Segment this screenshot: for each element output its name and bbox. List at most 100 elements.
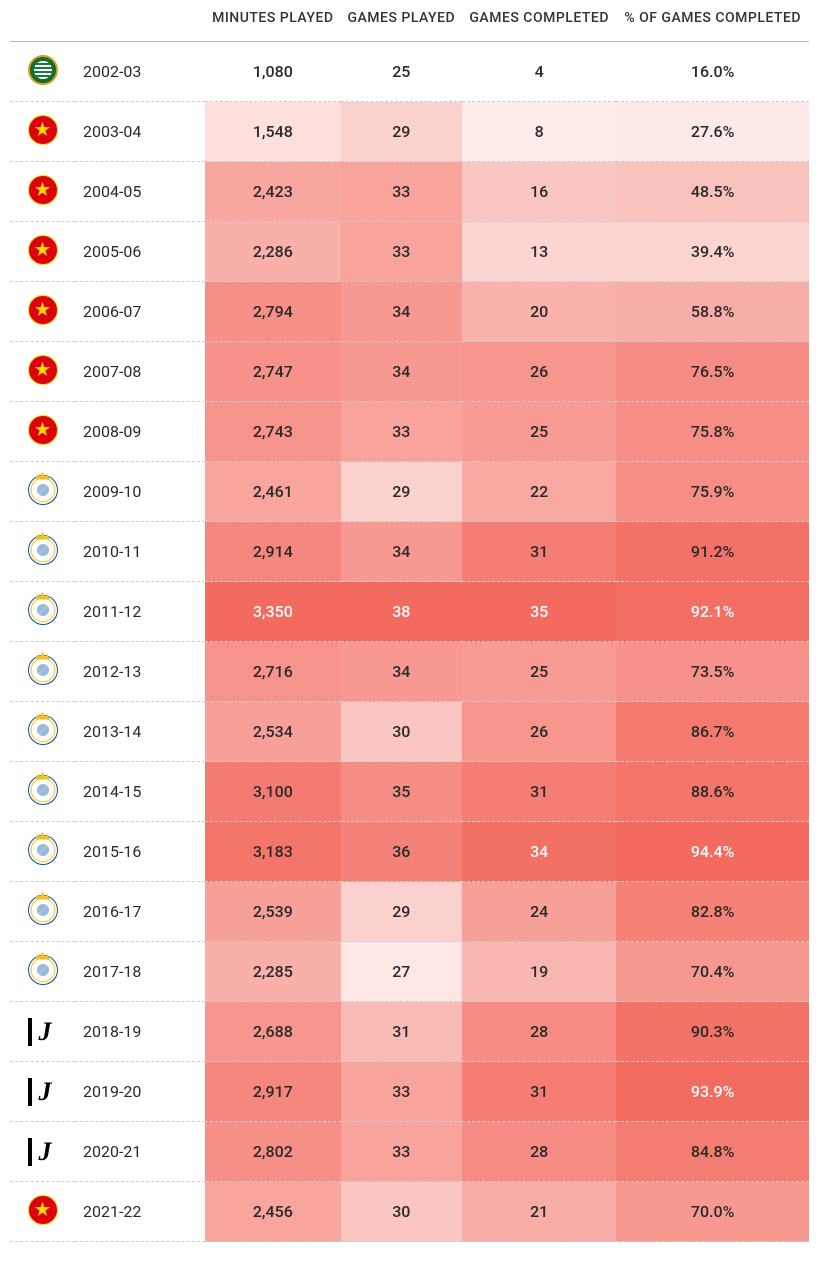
minutes-cell: 2,456 bbox=[205, 1182, 341, 1242]
games-completed-cell: 24 bbox=[462, 882, 616, 942]
games-played-cell: 33 bbox=[341, 1122, 462, 1182]
header-games-played: GAMES PLAYED bbox=[341, 0, 462, 42]
season-heatmap-table: MINUTES PLAYED GAMES PLAYED GAMES COMPLE… bbox=[10, 0, 809, 1242]
club-logo-cell: J bbox=[10, 1062, 75, 1122]
games-completed-cell: 26 bbox=[462, 702, 616, 762]
real-logo-icon bbox=[28, 835, 58, 865]
header-minutes: MINUTES PLAYED bbox=[205, 0, 341, 42]
games-completed-cell: 31 bbox=[462, 522, 616, 582]
manu-logo-icon bbox=[28, 175, 58, 205]
club-logo-cell bbox=[10, 342, 75, 402]
season-cell: 2002-03 bbox=[75, 42, 205, 102]
pct-completed-cell: 70.4% bbox=[616, 942, 809, 1002]
minutes-cell: 2,917 bbox=[205, 1062, 341, 1122]
season-cell: 2021-22 bbox=[75, 1182, 205, 1242]
games-completed-cell: 28 bbox=[462, 1002, 616, 1062]
games-completed-cell: 35 bbox=[462, 582, 616, 642]
club-logo-cell bbox=[10, 582, 75, 642]
table-row: 2004-052,423331648.5% bbox=[10, 162, 809, 222]
games-played-cell: 29 bbox=[341, 882, 462, 942]
juve-logo-icon: J bbox=[28, 1138, 58, 1166]
table-row: 2016-172,539292482.8% bbox=[10, 882, 809, 942]
table-row: 2003-041,54829827.6% bbox=[10, 102, 809, 162]
club-logo-cell bbox=[10, 642, 75, 702]
club-logo-cell bbox=[10, 282, 75, 342]
table-row: 2012-132,716342573.5% bbox=[10, 642, 809, 702]
club-logo-cell: J bbox=[10, 1002, 75, 1062]
season-cell: 2012-13 bbox=[75, 642, 205, 702]
minutes-cell: 1,548 bbox=[205, 102, 341, 162]
club-logo-cell bbox=[10, 522, 75, 582]
pct-completed-cell: 75.8% bbox=[616, 402, 809, 462]
games-completed-cell: 25 bbox=[462, 642, 616, 702]
minutes-cell: 3,350 bbox=[205, 582, 341, 642]
pct-completed-cell: 94.4% bbox=[616, 822, 809, 882]
season-cell: 2005-06 bbox=[75, 222, 205, 282]
games-completed-cell: 22 bbox=[462, 462, 616, 522]
table-row: 2006-072,794342058.8% bbox=[10, 282, 809, 342]
games-played-cell: 30 bbox=[341, 1182, 462, 1242]
real-logo-icon bbox=[28, 895, 58, 925]
club-logo-cell bbox=[10, 762, 75, 822]
table-row: 2014-153,100353188.6% bbox=[10, 762, 809, 822]
games-completed-cell: 4 bbox=[462, 42, 616, 102]
club-logo-cell bbox=[10, 102, 75, 162]
games-played-cell: 34 bbox=[341, 282, 462, 342]
season-cell: 2003-04 bbox=[75, 102, 205, 162]
table-row: 2007-082,747342676.5% bbox=[10, 342, 809, 402]
club-logo-cell bbox=[10, 222, 75, 282]
real-logo-icon bbox=[28, 775, 58, 805]
season-cell: 2018-19 bbox=[75, 1002, 205, 1062]
real-logo-icon bbox=[28, 535, 58, 565]
header-games-completed: GAMES COMPLETED bbox=[462, 0, 616, 42]
pct-completed-cell: 16.0% bbox=[616, 42, 809, 102]
season-cell: 2011-12 bbox=[75, 582, 205, 642]
manu-logo-icon bbox=[28, 355, 58, 385]
header-blank-season bbox=[75, 0, 205, 42]
minutes-cell: 2,743 bbox=[205, 402, 341, 462]
minutes-cell: 2,716 bbox=[205, 642, 341, 702]
games-played-cell: 36 bbox=[341, 822, 462, 882]
minutes-cell: 2,747 bbox=[205, 342, 341, 402]
table-row: 2010-112,914343191.2% bbox=[10, 522, 809, 582]
season-cell: 2019-20 bbox=[75, 1062, 205, 1122]
sporting-logo-icon bbox=[28, 55, 58, 85]
manu-logo-icon bbox=[28, 115, 58, 145]
table-row: J2018-192,688312890.3% bbox=[10, 1002, 809, 1062]
pct-completed-cell: 90.3% bbox=[616, 1002, 809, 1062]
games-played-cell: 35 bbox=[341, 762, 462, 822]
real-logo-icon bbox=[28, 955, 58, 985]
pct-completed-cell: 73.5% bbox=[616, 642, 809, 702]
games-played-cell: 33 bbox=[341, 162, 462, 222]
table-row: 2017-182,285271970.4% bbox=[10, 942, 809, 1002]
minutes-cell: 3,100 bbox=[205, 762, 341, 822]
season-cell: 2020-21 bbox=[75, 1122, 205, 1182]
real-logo-icon bbox=[28, 595, 58, 625]
table-row: 2005-062,286331339.4% bbox=[10, 222, 809, 282]
pct-completed-cell: 92.1% bbox=[616, 582, 809, 642]
table-header-row: MINUTES PLAYED GAMES PLAYED GAMES COMPLE… bbox=[10, 0, 809, 42]
pct-completed-cell: 86.7% bbox=[616, 702, 809, 762]
season-cell: 2006-07 bbox=[75, 282, 205, 342]
club-logo-cell bbox=[10, 402, 75, 462]
minutes-cell: 2,539 bbox=[205, 882, 341, 942]
games-completed-cell: 26 bbox=[462, 342, 616, 402]
club-logo-cell bbox=[10, 822, 75, 882]
games-played-cell: 33 bbox=[341, 1062, 462, 1122]
games-played-cell: 34 bbox=[341, 642, 462, 702]
season-cell: 2004-05 bbox=[75, 162, 205, 222]
pct-completed-cell: 76.5% bbox=[616, 342, 809, 402]
club-logo-cell bbox=[10, 1182, 75, 1242]
table-row: 2011-123,350383592.1% bbox=[10, 582, 809, 642]
minutes-cell: 2,802 bbox=[205, 1122, 341, 1182]
pct-completed-cell: 91.2% bbox=[616, 522, 809, 582]
header-pct-completed: % OF GAMES COMPLETED bbox=[616, 0, 809, 42]
pct-completed-cell: 88.6% bbox=[616, 762, 809, 822]
season-cell: 2013-14 bbox=[75, 702, 205, 762]
games-completed-cell: 13 bbox=[462, 222, 616, 282]
table-row: J2020-212,802332884.8% bbox=[10, 1122, 809, 1182]
club-logo-cell bbox=[10, 162, 75, 222]
minutes-cell: 1,080 bbox=[205, 42, 341, 102]
games-completed-cell: 8 bbox=[462, 102, 616, 162]
games-played-cell: 34 bbox=[341, 342, 462, 402]
